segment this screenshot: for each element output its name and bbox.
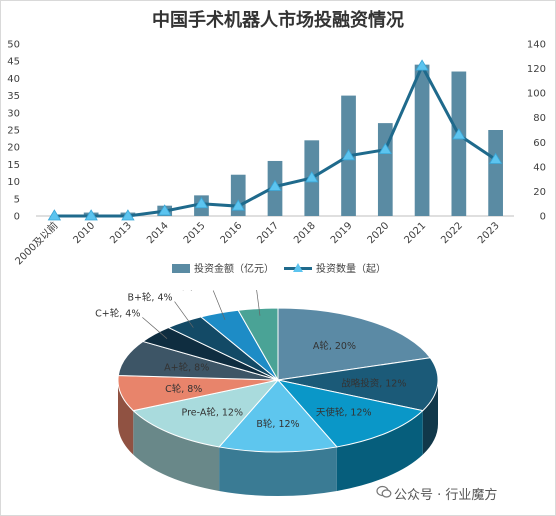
line-point-2019: [341, 149, 356, 161]
y-right-tick-4: 80: [533, 113, 546, 124]
line-point-2021: [415, 59, 429, 71]
pie-slice-2: [276, 379, 424, 448]
y-right-tick-0: 0: [540, 212, 546, 223]
y-left-tick-3: 15: [7, 160, 20, 171]
line-point-2010: [84, 209, 98, 221]
x-tick-2022: 2022: [439, 220, 465, 246]
x-tick-2018: 2018: [292, 220, 318, 246]
pie-label-3: B轮, 12%: [256, 418, 299, 430]
y-right-tick-2: 40: [533, 162, 546, 173]
pie-leader-9: [212, 290, 226, 320]
line-point-2015: [194, 196, 209, 209]
pie-label-7: C+轮, 4%: [95, 307, 140, 319]
legend-label-line: 投资数量（起）: [316, 262, 386, 275]
y-left-tick-8: 40: [7, 74, 20, 85]
x-tick-2023: 2023: [476, 220, 502, 246]
y-left-tick-10: 50: [7, 40, 20, 51]
x-tick-2017: 2017: [255, 220, 281, 246]
pie-wall-3-0: [219, 446, 337, 496]
pie-label-1: 战略投资, 12%: [341, 378, 406, 390]
x-tick-2013: 2013: [108, 220, 134, 246]
pie-leader-8: [174, 301, 194, 328]
line-point-2020: [378, 142, 393, 155]
line-point-2022: [452, 128, 466, 140]
pie-chart: A轮, 20% 战略投资, 12% 天使轮, 12% B轮, 12% Pre-A轮, 1…: [95, 290, 439, 496]
line-point-2018: [305, 171, 319, 183]
y-left-tick-7: 35: [7, 91, 20, 102]
pie-label-4: Pre-A轮, 12%: [182, 406, 243, 418]
line-point-2023: [488, 152, 503, 164]
legend-swatch-bar: [172, 264, 190, 273]
pie-wall-1-0: [422, 380, 438, 455]
y-left-tick-0: 0: [14, 212, 20, 223]
y-left-tick-4: 20: [7, 143, 20, 154]
y-right-tick-5: 100: [527, 89, 546, 100]
pie-slice-3: [218, 379, 338, 453]
bar-2020: [377, 123, 393, 216]
x-tick-2015: 2015: [182, 220, 208, 246]
pie-slice-1: [277, 357, 439, 412]
bar-2022: [451, 71, 467, 217]
legend-label-bar: 投资金额（亿元）: [194, 262, 274, 275]
line-point-2014: [157, 204, 172, 216]
y-left-tick-2: 10: [7, 177, 20, 188]
pie-label-9: Pre-B轮, 4%: [156, 290, 211, 292]
pie-label-0: A轮, 20%: [313, 340, 356, 352]
x-tick-2016: 2016: [219, 220, 245, 246]
line-point-2016: [231, 199, 245, 211]
bar-2023: [488, 130, 503, 216]
y-left-tick-9: 45: [7, 57, 20, 68]
pie-slice-4: [132, 379, 280, 448]
x-tick-2020: 2020: [366, 220, 392, 246]
line-point-2017: [268, 179, 282, 191]
combo-chart: 0 5 10 15 20 25 30 35 40 45 50 0 20 40 60 80 100 120 140 20…: [7, 40, 546, 276]
pie-wall-2-0: [336, 410, 423, 491]
pie-slice-10: [237, 307, 279, 382]
y-right-tick-7: 140: [527, 40, 546, 51]
x-tick-2014: 2014: [145, 220, 171, 246]
pie-leader-7: [142, 317, 168, 339]
chart-title: 中国手术机器人市场投融资情况: [152, 10, 404, 31]
y-right-tick-3: 60: [533, 138, 546, 149]
pie-label-6: A+轮, 8%: [164, 362, 209, 374]
pie-wall-5-0: [118, 380, 134, 455]
pie-slice-0: [277, 307, 432, 381]
pie-label-2: 天使轮, 12%: [316, 406, 372, 418]
y-left-tick-1: 5: [14, 194, 20, 205]
pie-label-8: B+轮, 4%: [127, 292, 172, 304]
line-point-2013: [121, 209, 135, 221]
line-point-2000及以前: [47, 209, 62, 221]
y-right-tick-6: 120: [527, 64, 546, 75]
x-tick-2019: 2019: [329, 220, 355, 246]
y-left-tick-6: 30: [7, 108, 20, 119]
y-right-tick-1: 20: [533, 187, 546, 198]
pie-leader-10: [256, 290, 261, 316]
pie-label-5: C轮, 8%: [165, 383, 202, 395]
watermark: 公众号 · 行业魔方: [394, 488, 498, 503]
x-tick-2021: 2021: [402, 220, 428, 246]
x-tick-2010: 2010: [71, 220, 97, 246]
pie-wall-4-0: [133, 410, 220, 491]
wechat-icon: [376, 485, 392, 498]
bar-2021: [414, 64, 430, 216]
x-tick-2000及以前: 2000及以前: [12, 219, 60, 267]
y-left-tick-5: 25: [7, 126, 20, 137]
legend-swatch-marker: [293, 263, 303, 272]
